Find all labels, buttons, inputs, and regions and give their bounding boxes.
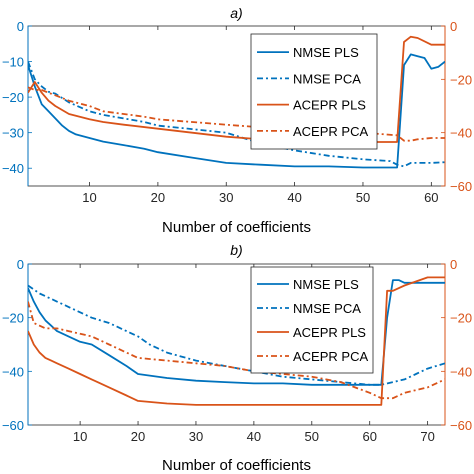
left-y-tick-label: −30 [2,126,24,141]
x-tick-label: 60 [362,429,376,444]
legend: NMSE PLS NMSE PCA ACEPR PLS ACEPR PCA [250,33,378,150]
left-y-tick-label: −40 [2,364,24,379]
x-tick-label: 10 [73,429,87,444]
right-y-tick-label: −60 [450,418,472,433]
legend-entry: NMSE PCA [293,301,361,316]
x-tick-label: 40 [247,429,261,444]
left-y-tick-label: −20 [2,311,24,326]
legend-entry: ACEPR PCA [293,349,368,364]
legend-box [250,33,378,150]
right-y-tick-label: −40 [450,126,472,141]
x-tick-label: 60 [424,190,438,205]
x-tick-label: 70 [420,429,434,444]
series-line-acepr-pls [28,276,445,406]
series-line-nmse-pls [28,53,445,169]
chart-panel-a: 10 20 30 40 50 60 0 −10 −20 −30 −40 0 −20 −40 −60 a) Num… [2,5,472,236]
left-y-tick-label: −60 [2,418,24,433]
legend-entry: ACEPR PLS [293,98,366,113]
series-line-acepr-pca [28,301,445,400]
x-tick-label: 30 [189,429,203,444]
legend: NMSE PLS NMSE PCA ACEPR PLS ACEPR PCA [250,266,374,374]
series-line-nmse-pca [28,61,445,168]
series-group [28,276,445,406]
left-y-tick-label: 0 [17,257,24,272]
right-y-tick-label: −60 [450,179,472,194]
series-group [28,35,445,169]
legend-entry: ACEPR PLS [293,325,366,340]
series-line-nmse-pca [28,284,445,386]
x-tick-label: 20 [151,190,165,205]
x-tick-label: 10 [82,190,96,205]
right-y-tick-label: 0 [450,19,457,34]
x-tick-label: 30 [219,190,233,205]
left-y-tick-label: 0 [17,19,24,34]
right-y-tick-label: −40 [450,364,472,379]
chart-panel-b: 10 20 30 40 50 60 70 0 −20 −40 −60 0 −20 −40 −60 b) Numb… [2,242,472,474]
x-tick-label: 50 [356,190,370,205]
panel-title: b) [230,242,242,258]
x-axis-label: Number of coefficients [162,219,311,236]
legend-entry: NMSE PLS [293,277,359,292]
legend-entry: NMSE PLS [293,45,359,60]
left-y-tick-label: −20 [2,90,24,105]
panel-title: a) [230,5,242,21]
right-y-tick-label: 0 [450,257,457,272]
x-tick-label: 20 [131,429,145,444]
series-line-acepr-pca [28,86,445,142]
right-y-tick-label: −20 [450,72,472,87]
x-tick-label: 40 [287,190,301,205]
x-tick-label: 50 [305,429,319,444]
legend-entry: ACEPR PCA [293,124,368,139]
series-line-acepr-pls [28,35,445,143]
x-axis-label: Number of coefficients [162,457,311,474]
right-y-tick-label: −20 [450,311,472,326]
left-y-tick-label: −40 [2,161,24,176]
legend-entry: NMSE PCA [293,71,361,86]
left-y-tick-label: −10 [2,55,24,70]
